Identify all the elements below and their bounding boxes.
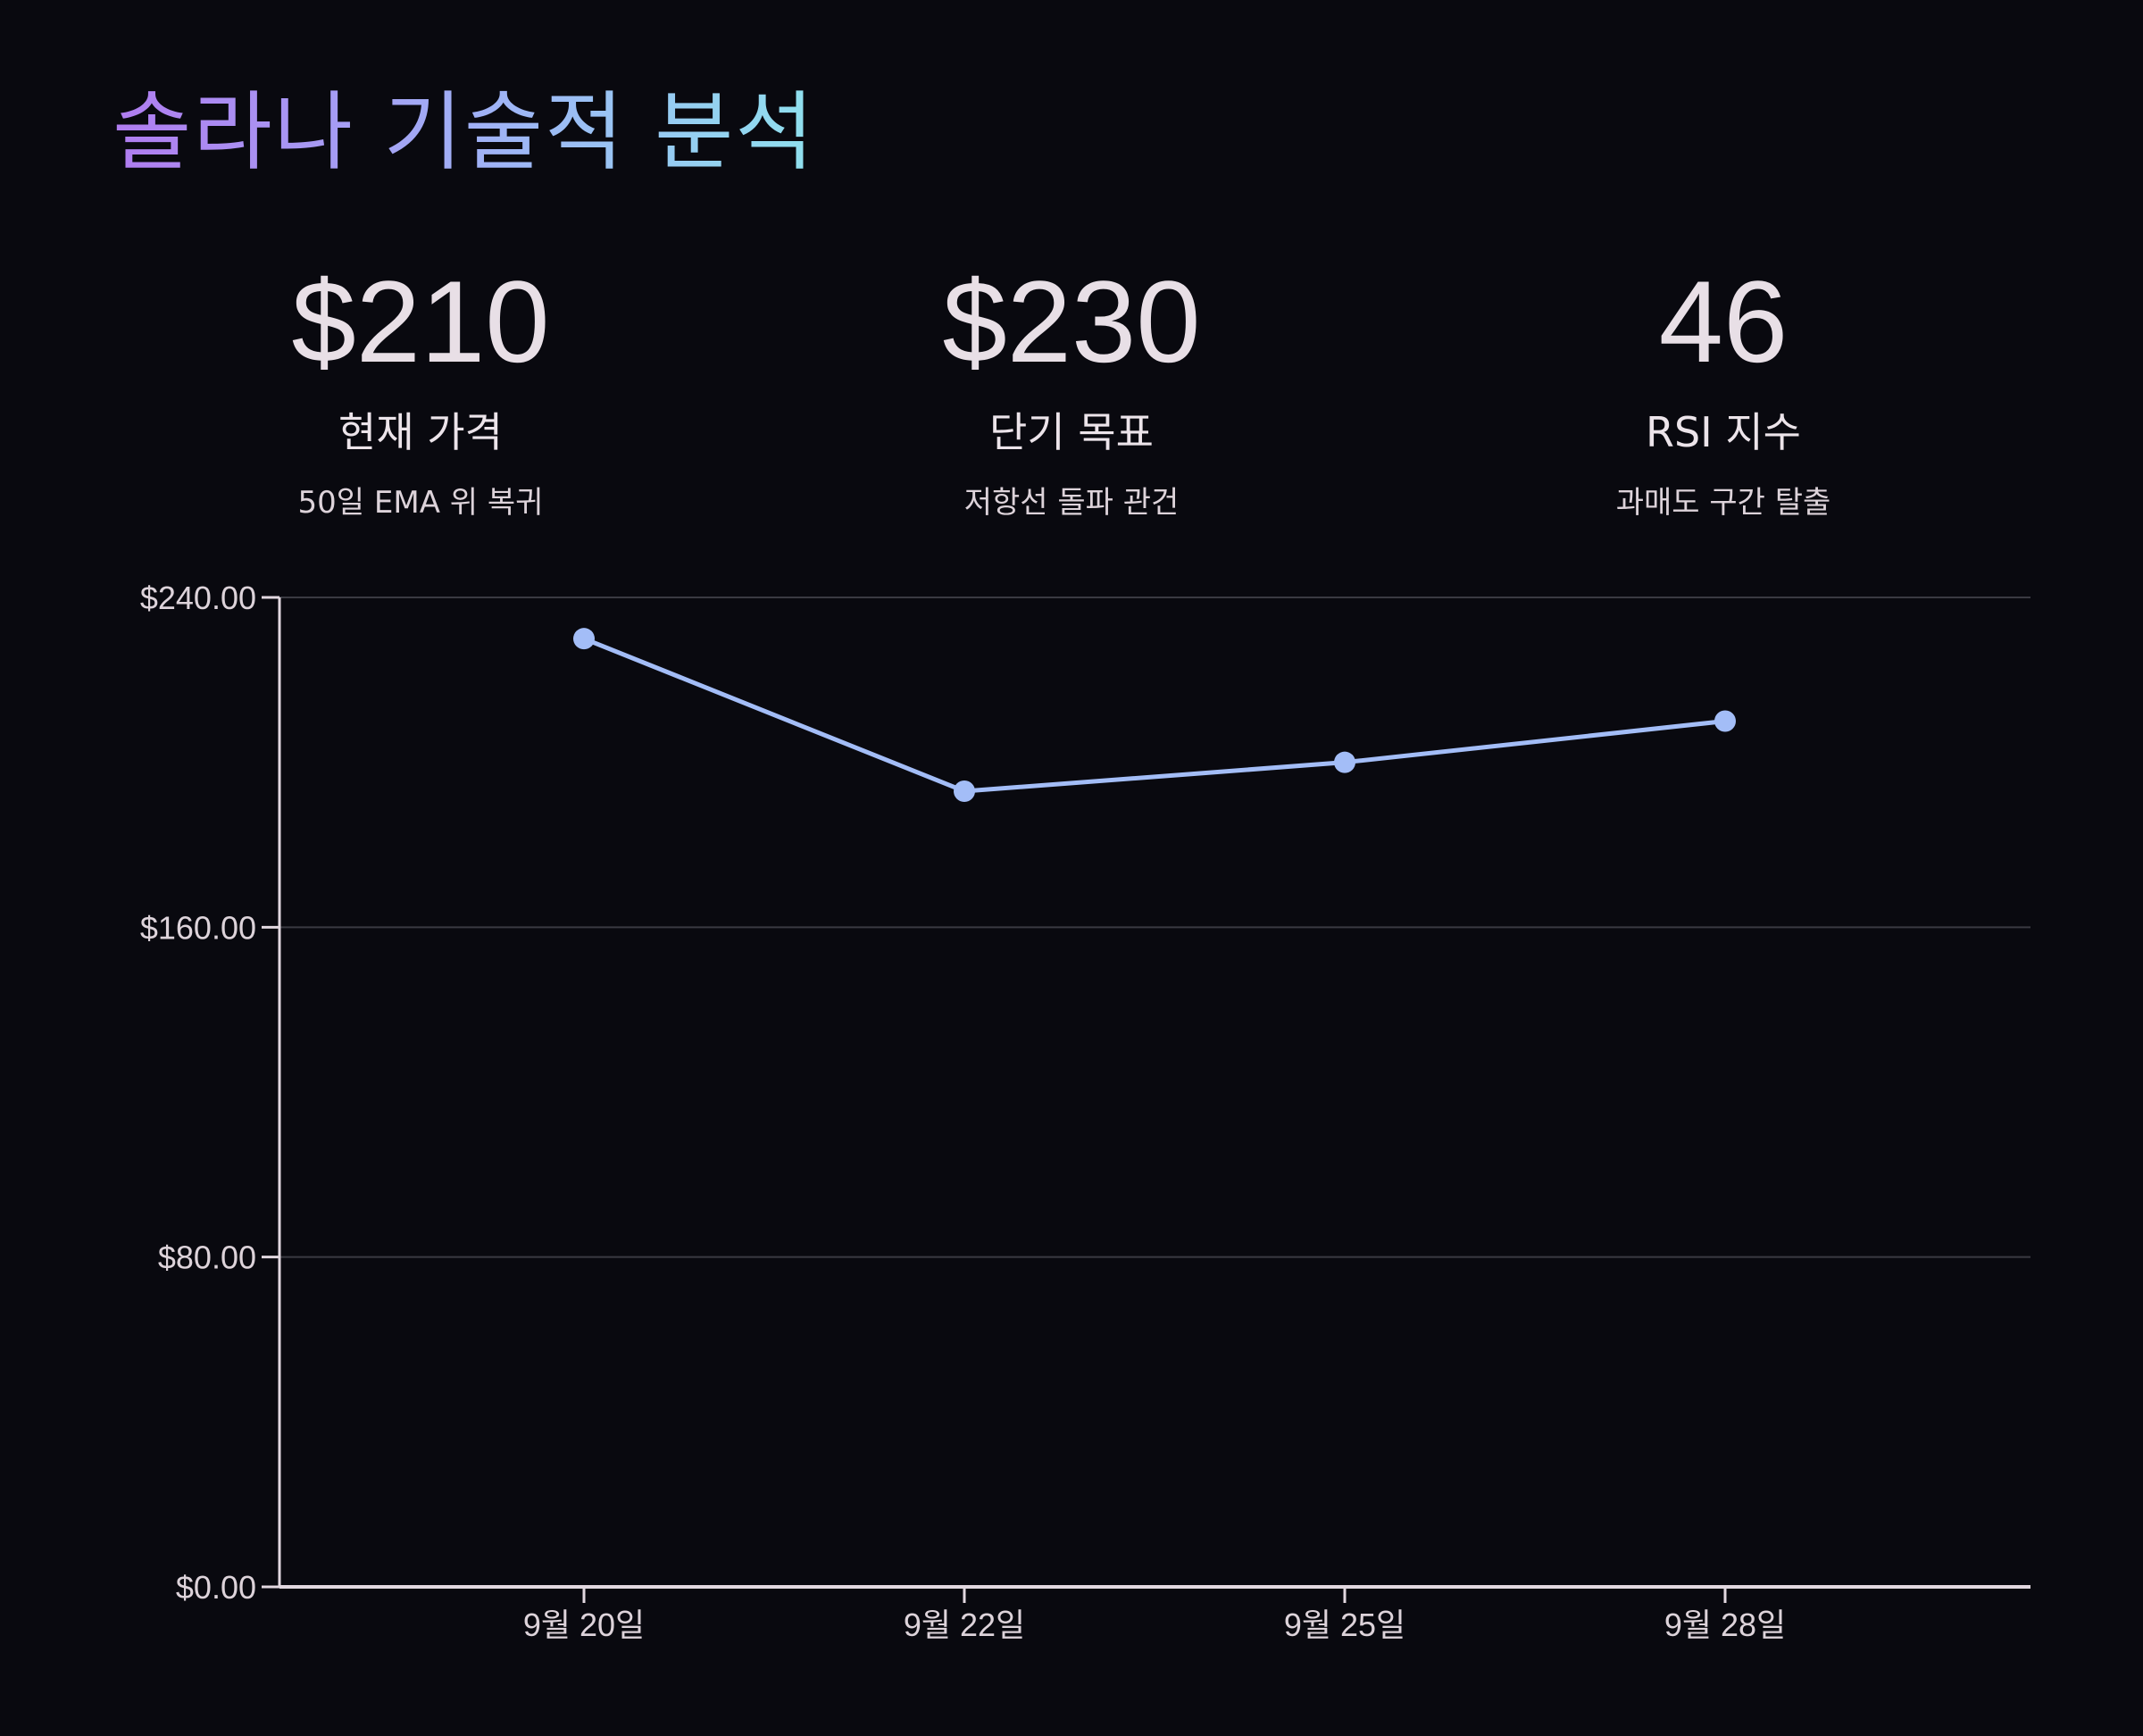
stat-value: $210 (291, 256, 550, 387)
page-title: 솔라나 기술적 분석 (113, 79, 816, 186)
stat-note: 50일 EMA 위 복귀 (297, 485, 544, 521)
data-point (573, 628, 595, 650)
data-point (1334, 751, 1355, 773)
stat-rsi-index: 46 RSI 지수 과매도 구간 탈출 (1411, 250, 2036, 523)
stat-note: 저항선 돌파 관건 (963, 485, 1180, 521)
stat-value: $230 (942, 256, 1201, 387)
stat-label: 현재 가격 (338, 408, 503, 456)
stat-label: RSI 지수 (1646, 408, 1801, 456)
x-tick-label: 9월 28일 (1664, 1607, 1786, 1643)
y-tick-label: $80.00 (158, 1239, 256, 1276)
stat-label: 단기 목표 (989, 408, 1154, 456)
stat-note: 과매도 구간 탈출 (1615, 485, 1831, 521)
x-tick-label: 9월 22일 (904, 1607, 1025, 1643)
data-point (1714, 710, 1736, 732)
data-point (954, 780, 975, 802)
stat-short-term-target: $230 단기 목표 저항선 돌파 관건 (759, 250, 1384, 523)
stat-current-price: $210 현재 가격 50일 EMA 위 복귀 (108, 250, 733, 523)
y-tick-label: $240.00 (140, 580, 256, 616)
y-tick-label: $160.00 (140, 909, 256, 946)
x-tick-label: 9월 25일 (1284, 1607, 1405, 1643)
series-line (583, 636, 1726, 794)
y-tick-label: $0.00 (176, 1569, 256, 1606)
stat-value: 46 (1658, 256, 1789, 387)
x-tick-label: 9월 20일 (523, 1607, 645, 1643)
